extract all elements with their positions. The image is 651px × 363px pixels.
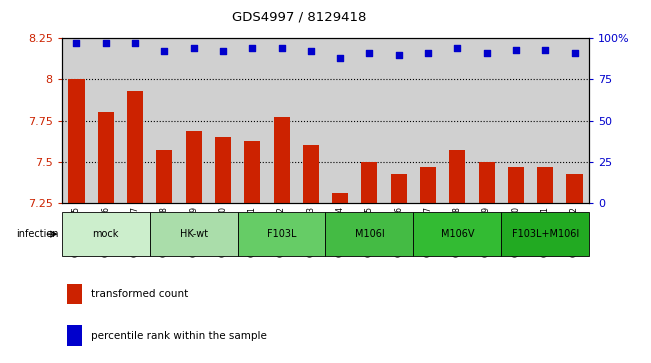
Bar xyxy=(443,38,472,203)
Point xyxy=(452,45,462,51)
Bar xyxy=(62,38,91,203)
Bar xyxy=(566,174,583,203)
Bar xyxy=(186,131,202,203)
Point xyxy=(276,45,286,51)
Point xyxy=(71,40,82,46)
Bar xyxy=(156,150,173,203)
Bar xyxy=(120,38,150,203)
Bar xyxy=(326,212,413,256)
Bar xyxy=(449,150,465,203)
Bar xyxy=(355,38,384,203)
Point xyxy=(159,48,169,54)
Text: GDS4997 / 8129418: GDS4997 / 8129418 xyxy=(232,11,367,24)
Bar xyxy=(238,212,326,256)
Bar xyxy=(501,38,531,203)
Bar xyxy=(208,38,238,203)
Bar xyxy=(472,38,501,203)
Bar xyxy=(215,137,231,203)
Bar xyxy=(62,212,150,256)
Text: mock: mock xyxy=(92,229,119,239)
Bar xyxy=(273,117,290,203)
Bar xyxy=(267,38,296,203)
Text: HK-wt: HK-wt xyxy=(180,229,208,239)
Point xyxy=(393,52,404,57)
Point xyxy=(569,50,579,56)
Bar xyxy=(391,174,407,203)
Bar xyxy=(150,212,238,256)
Bar xyxy=(537,167,553,203)
Bar xyxy=(303,146,319,203)
Point xyxy=(423,50,434,56)
Text: M106V: M106V xyxy=(441,229,474,239)
Text: infection: infection xyxy=(16,229,59,239)
Bar xyxy=(361,162,378,203)
Bar xyxy=(68,79,85,203)
Point xyxy=(364,50,374,56)
Bar xyxy=(413,38,443,203)
Bar xyxy=(238,38,267,203)
Bar xyxy=(179,38,208,203)
Bar xyxy=(91,38,120,203)
Bar xyxy=(127,91,143,203)
Point xyxy=(335,55,345,61)
Point xyxy=(217,48,228,54)
Point xyxy=(100,40,111,46)
Text: percentile rank within the sample: percentile rank within the sample xyxy=(91,331,267,340)
Text: transformed count: transformed count xyxy=(91,289,188,299)
Bar xyxy=(560,38,589,203)
Bar xyxy=(296,38,326,203)
Point xyxy=(481,50,492,56)
Point xyxy=(540,47,550,53)
Bar xyxy=(332,193,348,203)
Point xyxy=(188,45,199,51)
Point xyxy=(130,40,140,46)
Text: M106I: M106I xyxy=(355,229,384,239)
Bar xyxy=(501,212,589,256)
Bar xyxy=(150,38,179,203)
Bar xyxy=(508,167,524,203)
Bar xyxy=(531,38,560,203)
Bar xyxy=(67,325,82,346)
Point xyxy=(305,48,316,54)
Text: F103L+M106I: F103L+M106I xyxy=(512,229,579,239)
Bar xyxy=(326,38,355,203)
Bar xyxy=(413,212,501,256)
Point xyxy=(247,45,257,51)
Bar xyxy=(244,140,260,203)
Point xyxy=(510,47,521,53)
Text: F103L: F103L xyxy=(267,229,296,239)
Bar xyxy=(420,167,436,203)
Bar xyxy=(98,113,114,203)
Bar xyxy=(67,284,82,305)
Bar xyxy=(384,38,413,203)
Bar xyxy=(478,162,495,203)
